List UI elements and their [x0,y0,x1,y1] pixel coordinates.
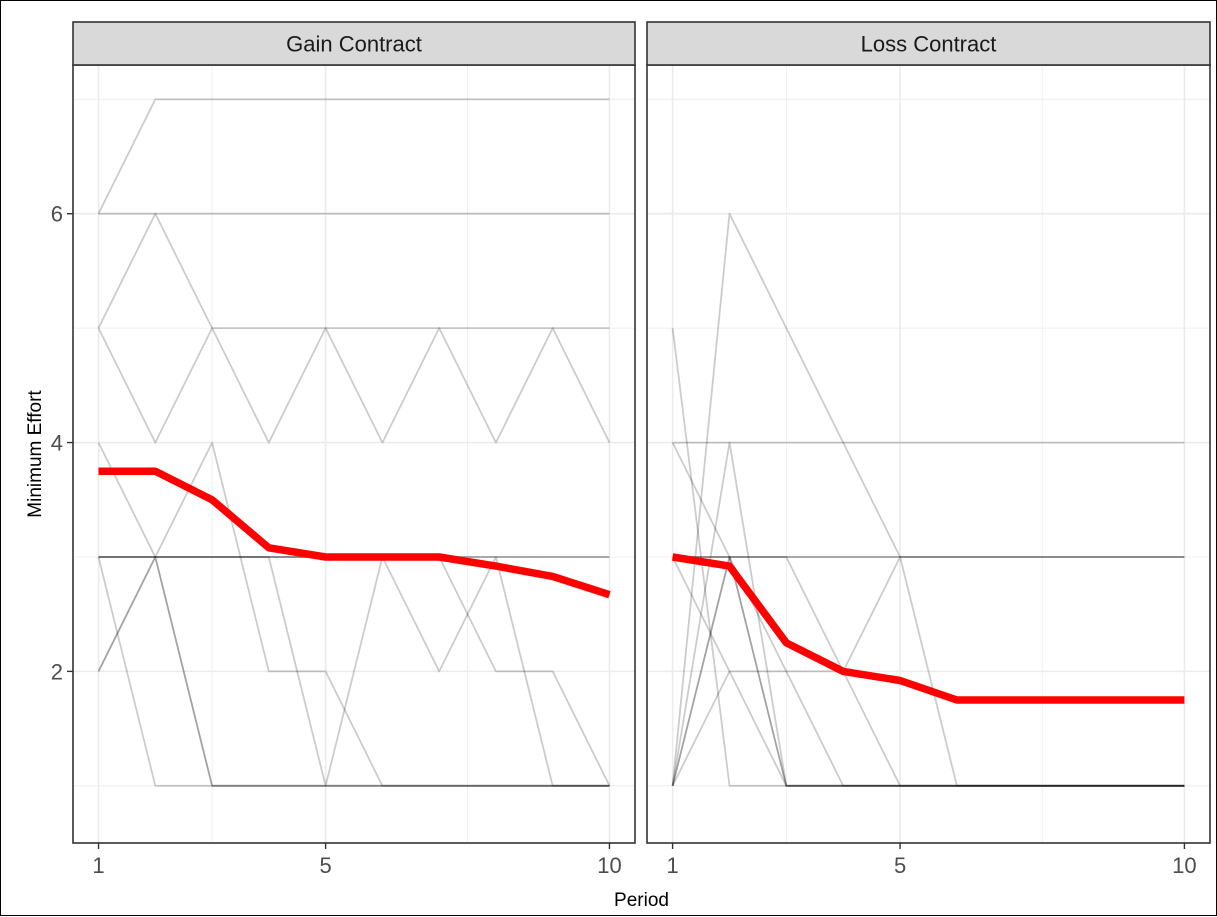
mean-line [98,467,611,599]
y-tick-label: 2 [51,659,63,684]
group-line-11 [672,556,1185,787]
x-tick-label: 10 [597,853,621,878]
group-line-10 [97,556,610,787]
y-tick-label: 4 [51,431,63,456]
x-tick-label: 5 [319,853,331,878]
group-line-10 [671,556,1185,787]
group-line-9 [671,441,1185,787]
group-line-6 [672,556,1185,787]
group-line-12 [671,556,1185,787]
group-line-3 [97,212,610,330]
mean-line [672,553,1185,704]
facet-strip [646,21,1211,66]
facet-strip-label: Loss Contract [861,32,997,57]
group-line-8 [97,556,610,787]
panel-gain: Gain Contract 1 5 10 2 4 6 [51,21,636,878]
y-tick-label: 6 [51,202,63,227]
group-line-11 [98,556,610,787]
group-line-1 [97,98,610,215]
x-tick-label: 5 [894,853,906,878]
x-tick-label: 1 [92,853,104,878]
x-tick-label: 1 [666,853,678,878]
group-line-5 [671,556,1185,787]
panel-loss: Loss Contract 1 5 10 [646,21,1211,878]
group-line-3 [671,327,1185,787]
group-line-4 [671,442,1185,787]
group-line-4 [97,327,611,444]
panel-background [73,65,635,843]
group-line-9 [97,556,610,787]
group-line-8 [671,556,1185,787]
panel-background [647,65,1210,843]
facet-strip [72,21,636,66]
group-line-7 [672,556,1185,787]
group-line-1 [671,212,1185,786]
x-axis-title: Period [614,890,669,911]
group-line-5 [97,441,610,787]
x-tick-label: 10 [1172,853,1196,878]
y-axis-title: Minimum Effort [25,390,46,518]
facet-strip-label: Gain Contract [286,32,422,57]
